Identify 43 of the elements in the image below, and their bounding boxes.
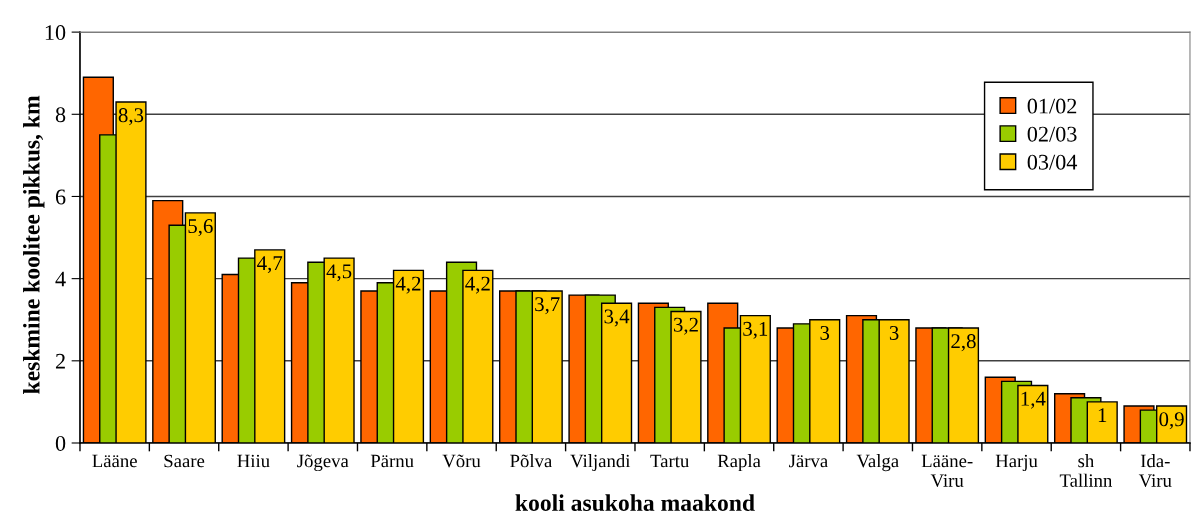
x-tick-label: Tartu bbox=[650, 454, 689, 468]
y-tick-label: 4 bbox=[55, 271, 66, 287]
x-tick-label: Ida- Viru bbox=[1138, 454, 1172, 488]
data-label: 5,6 bbox=[188, 219, 213, 237]
y-tick-label: 0 bbox=[55, 435, 66, 451]
x-tick-label: Põlva bbox=[510, 454, 553, 468]
y-tick-label: 8 bbox=[55, 107, 66, 123]
data-label: 4,5 bbox=[326, 264, 352, 282]
y-tick-label: 6 bbox=[55, 189, 66, 205]
data-label: 4,2 bbox=[465, 276, 490, 294]
x-tick-label: Saare bbox=[164, 454, 205, 468]
data-label: 3,4 bbox=[604, 309, 630, 327]
data-label: 4,7 bbox=[257, 256, 283, 274]
x-axis-title: kooli asukoha maakond bbox=[515, 494, 755, 512]
legend-label: 02/03 bbox=[1027, 126, 1077, 142]
data-label: 3 bbox=[889, 325, 899, 340]
x-tick-label: Pärnu bbox=[370, 454, 414, 468]
x-tick-label: Võru bbox=[442, 454, 481, 468]
x-tick-label: Jõgeva bbox=[297, 454, 349, 472]
x-tick-label: Valga bbox=[856, 454, 899, 472]
legend-label: 03/04 bbox=[1027, 154, 1078, 170]
data-label: 4,2 bbox=[395, 276, 421, 294]
data-label: 3,2 bbox=[673, 317, 698, 335]
x-tick-label: Lääne bbox=[92, 454, 137, 468]
y-axis-title: keskmine koolitee pikkus, km bbox=[23, 95, 45, 394]
data-label: 2,8 bbox=[951, 334, 976, 352]
data-label: 3 bbox=[820, 325, 830, 340]
data-label: 3,1 bbox=[743, 321, 768, 339]
x-tick-label: Harju bbox=[995, 454, 1038, 472]
x-tick-label: Lääne- Viru bbox=[921, 454, 973, 488]
x-tick-label: Hiiu bbox=[237, 454, 270, 468]
data-label: 1 bbox=[1098, 408, 1107, 422]
data-label: 1,4 bbox=[1021, 391, 1046, 409]
x-tick-label: Viljandi bbox=[570, 454, 631, 472]
x-tick-label: Järva bbox=[789, 454, 828, 468]
y-tick-label: 10 bbox=[45, 25, 66, 41]
x-tick-label: Rapla bbox=[717, 454, 761, 472]
data-label: 8,3 bbox=[118, 108, 144, 126]
data-label: 3,7 bbox=[535, 297, 560, 315]
data-label: 0,9 bbox=[1159, 412, 1184, 430]
legend-label: 01/02 bbox=[1027, 98, 1077, 114]
x-tick-label: sh Tallinn bbox=[1059, 454, 1113, 487]
y-tick-label: 2 bbox=[55, 353, 65, 369]
